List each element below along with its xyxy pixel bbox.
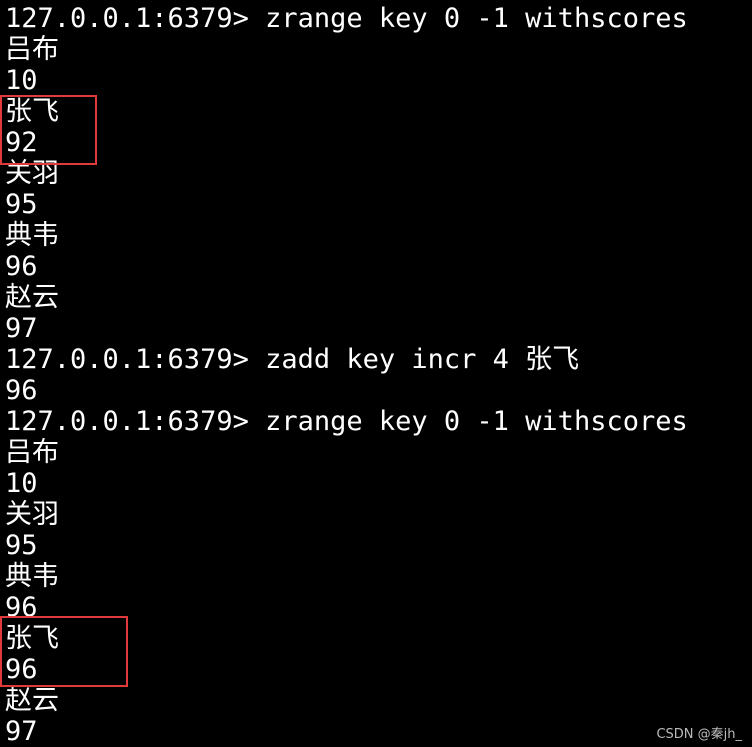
output-line: 典韦 bbox=[5, 220, 59, 251]
command-line: 127.0.0.1:6379> zrange key 0 -1 withscor… bbox=[5, 406, 688, 437]
output-line: 95 bbox=[5, 530, 38, 561]
output-line: 10 bbox=[5, 65, 38, 96]
watermark: CSDN @秦jh_ bbox=[656, 727, 742, 742]
output-line: 吕布 bbox=[5, 437, 59, 468]
command-line: 127.0.0.1:6379> zadd key incr 4 张飞 bbox=[5, 344, 580, 375]
highlight-box-before bbox=[0, 95, 97, 165]
output-line: 赵云 bbox=[5, 685, 59, 716]
output-line: 95 bbox=[5, 189, 38, 220]
output-line: 97 bbox=[5, 313, 38, 344]
output-line: 典韦 bbox=[5, 561, 59, 592]
output-line: 96 bbox=[5, 654, 38, 685]
output-line: 赵云 bbox=[5, 282, 59, 313]
output-line: 97 bbox=[5, 716, 38, 747]
highlight-box-after bbox=[0, 616, 128, 687]
terminal-output[interactable]: 127.0.0.1:6379> zrange key 0 -1 withscor… bbox=[5, 3, 688, 747]
command-line: 127.0.0.1:6379> zrange key 0 -1 withscor… bbox=[5, 3, 688, 34]
output-line: 关羽 bbox=[5, 499, 59, 530]
output-line: 96 bbox=[5, 375, 38, 406]
output-line: 10 bbox=[5, 468, 38, 499]
output-line: 张飞 bbox=[5, 623, 59, 654]
output-line: 张飞 bbox=[5, 96, 59, 127]
output-line: 96 bbox=[5, 251, 38, 282]
output-line: 92 bbox=[5, 127, 38, 158]
output-line: 关羽 bbox=[5, 158, 59, 189]
output-line: 吕布 bbox=[5, 34, 59, 65]
